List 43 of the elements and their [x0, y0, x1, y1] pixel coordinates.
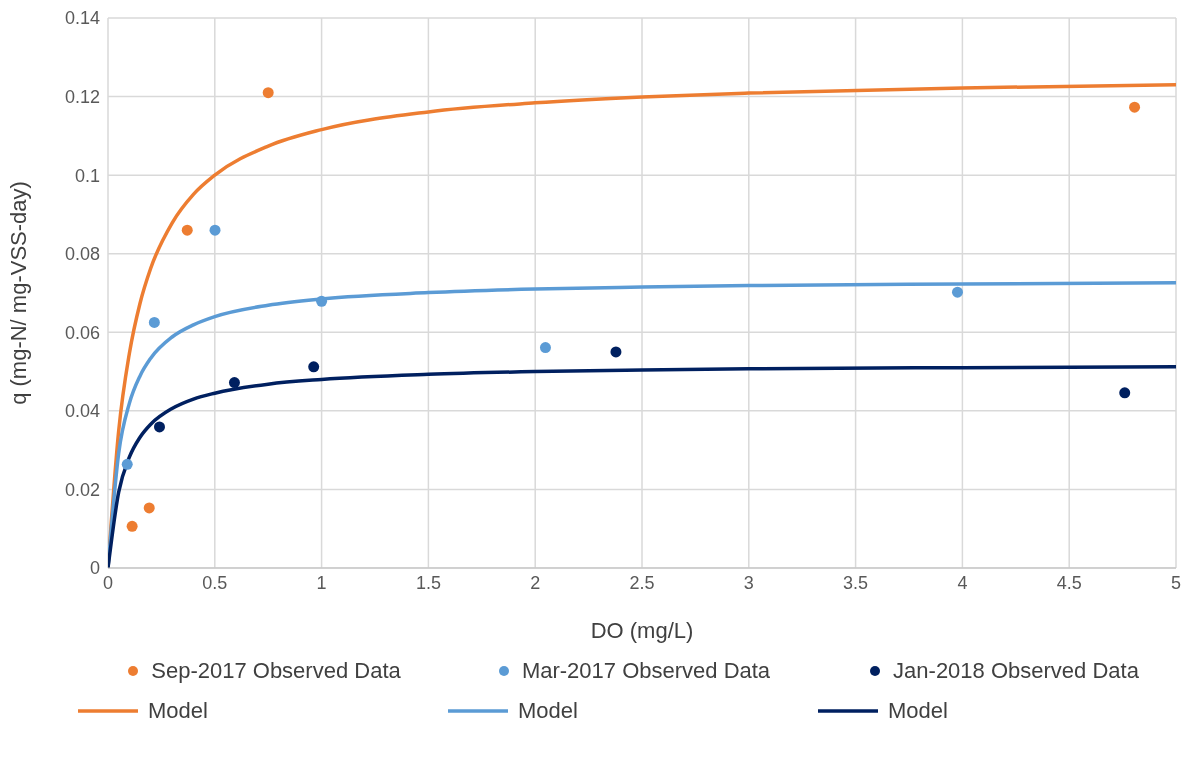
y-axis-title: q (mg-N/ mg-VSS-day) — [5, 181, 31, 405]
point — [262, 87, 274, 99]
point — [316, 295, 328, 307]
point — [126, 520, 138, 532]
point — [308, 361, 320, 373]
x-tick-label: 1 — [316, 572, 327, 593]
point — [153, 421, 165, 433]
y-tick-label: 0.12 — [64, 86, 100, 107]
legend-label: Jan-2018 Observed Data — [893, 658, 1139, 684]
point — [143, 502, 155, 514]
legend-label: Model — [518, 698, 578, 724]
x-axis-title: DO (mg/L) — [590, 618, 694, 643]
x-tick-label: 1.5 — [415, 572, 441, 593]
y-tick-label: 0.04 — [64, 401, 100, 422]
point — [209, 224, 221, 236]
x-tick-label: 0.5 — [202, 572, 228, 593]
point — [121, 458, 133, 470]
point — [1119, 387, 1131, 399]
point — [148, 316, 160, 328]
x-tick-label: 4.5 — [1056, 572, 1082, 593]
y-tick-label: 0 — [89, 558, 100, 579]
point — [1129, 101, 1141, 113]
point — [610, 346, 622, 358]
x-tick-label: 3 — [743, 572, 754, 593]
legend-label: Sep-2017 Observed Data — [151, 658, 401, 684]
x-tick-label: 4 — [957, 572, 968, 593]
legend-label: Model — [888, 698, 948, 724]
y-tick-label: 0.08 — [64, 244, 100, 265]
point — [539, 342, 551, 354]
point — [951, 286, 963, 298]
y-tick-label: 0.06 — [64, 322, 100, 343]
y-tick-label: 0.02 — [64, 479, 100, 500]
point — [181, 224, 193, 236]
y-tick-label: 0.14 — [64, 8, 100, 29]
x-tick-label: 5 — [1170, 572, 1182, 593]
legend-label: Mar-2017 Observed Data — [521, 658, 771, 684]
point — [228, 377, 240, 389]
y-tick-label: 0.1 — [74, 165, 100, 186]
x-tick-label: 0 — [102, 572, 114, 593]
x-tick-label: 3.5 — [843, 572, 869, 593]
legend-label: Model — [148, 698, 208, 724]
x-tick-label: 2 — [530, 572, 541, 593]
x-tick-label: 2.5 — [629, 572, 655, 593]
